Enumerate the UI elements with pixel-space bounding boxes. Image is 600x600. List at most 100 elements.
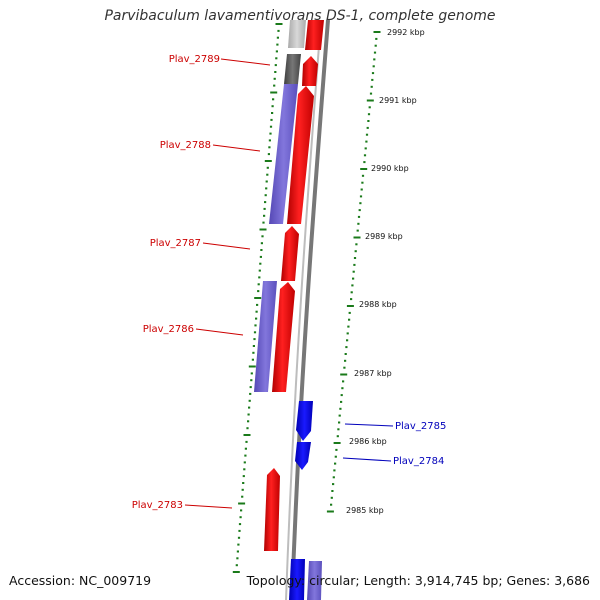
inner-tick <box>235 564 238 567</box>
outer-tick <box>341 387 344 390</box>
leader-line-plav-2785 <box>344 423 394 427</box>
gene-arrow-plav-2783 <box>264 468 280 551</box>
inner-tick <box>276 43 279 46</box>
outer-tick <box>361 174 365 177</box>
inner-tick <box>253 331 257 334</box>
inner-tick <box>257 290 260 293</box>
outer-tick <box>364 147 367 150</box>
inner-tick <box>246 427 249 430</box>
inner-tick <box>253 338 256 341</box>
inner-tick <box>256 303 259 306</box>
gene-label-plav-2788: Plav_2788 <box>160 140 211 151</box>
inner-tick <box>258 269 261 272</box>
gene-label-plav-2785: Plav_2785 <box>395 421 446 432</box>
inner-tick <box>272 98 275 101</box>
inner-tick <box>264 194 267 197</box>
outer-tick <box>346 332 349 335</box>
outer-tick <box>373 58 376 61</box>
outer-tick <box>333 442 341 444</box>
inner-tick <box>247 420 250 423</box>
outer-tick <box>357 222 360 225</box>
inner-tick <box>263 214 266 217</box>
outer-tick <box>367 120 370 122</box>
outer-tick <box>332 483 335 486</box>
inner-tick <box>243 461 246 464</box>
outer-tick <box>363 154 367 157</box>
inner-tick <box>273 84 276 87</box>
outer-tick <box>353 236 361 239</box>
outer-tick <box>354 250 357 253</box>
inner-tick <box>268 146 271 149</box>
inner-tick <box>274 71 277 73</box>
leader-line-plav-2786 <box>195 328 244 336</box>
scale-label-2985: 2985 kbp <box>346 506 384 515</box>
outer-tick <box>331 490 334 492</box>
outer-tick <box>342 380 345 383</box>
gene-arrow-plav-2788 <box>287 86 314 224</box>
tick-marks-inner <box>232 23 283 573</box>
inner-tick <box>244 454 247 457</box>
inner-tick <box>270 91 278 94</box>
outer-tick <box>366 126 369 129</box>
leader-line-plav-2784 <box>342 457 392 462</box>
inner-tick <box>275 50 278 53</box>
gene-label-plav-2783: Plav_2783 <box>132 500 183 511</box>
inner-tick <box>258 276 261 279</box>
inner-tick <box>257 283 260 286</box>
gene-label-plav-2784: Plav_2784 <box>393 456 444 467</box>
outer-tick <box>345 346 348 349</box>
cds-segment-purple-1 <box>269 84 298 224</box>
inner-tick <box>251 358 254 361</box>
outer-tick <box>365 140 368 143</box>
outer-tick <box>359 195 363 198</box>
inner-tick <box>244 447 247 450</box>
outer-tick <box>358 209 361 212</box>
inner-tick <box>236 557 239 560</box>
outer-tick <box>351 284 354 287</box>
inner-tick <box>269 125 273 128</box>
inner-tick <box>274 64 277 67</box>
inner-tick <box>247 413 250 416</box>
inner-tick <box>261 235 264 238</box>
scale-label-2989: 2989 kbp <box>365 232 403 241</box>
outer-tick <box>334 455 337 458</box>
inner-tick <box>252 351 255 354</box>
gene-arrow-plav-2785 <box>296 401 313 441</box>
inner-tick <box>245 440 248 443</box>
outer-tick <box>340 394 343 397</box>
inner-tick <box>236 550 239 553</box>
inner-tick <box>242 482 245 484</box>
inner-tick <box>243 468 246 471</box>
outer-tick <box>370 85 373 88</box>
outer-tick <box>340 373 348 376</box>
outer-tick <box>373 31 381 33</box>
outer-tick <box>350 291 353 294</box>
outer-tick <box>333 469 336 472</box>
outer-tick <box>356 229 359 232</box>
inner-tick <box>277 29 280 32</box>
cds-block-bottom <box>307 561 322 600</box>
inner-tick <box>254 297 262 299</box>
leader-line-plav-2788 <box>212 144 261 152</box>
inner-tick <box>262 221 265 224</box>
outer-tick <box>348 311 351 314</box>
accession-text: Accession: NC_009719 <box>9 573 152 588</box>
outer-tick <box>366 99 374 102</box>
inner-tick <box>232 571 240 573</box>
inner-tick <box>243 434 251 436</box>
outer-tick <box>330 496 333 499</box>
outer-tick <box>352 270 355 273</box>
inner-tick <box>276 36 279 39</box>
outer-tick <box>338 414 341 417</box>
inner-tick <box>238 523 242 526</box>
cds-segment-purple-2 <box>254 281 277 392</box>
inner-tick <box>269 132 272 135</box>
inner-tick <box>239 516 242 519</box>
gene-label-plav-2787: Plav_2787 <box>150 238 201 249</box>
inner-tick <box>254 324 257 327</box>
inner-tick <box>268 139 271 142</box>
inner-tick <box>265 187 268 190</box>
outer-tick <box>339 407 342 410</box>
outer-tick <box>360 168 368 170</box>
scale-label-2991: 2991 kbp <box>379 96 417 105</box>
